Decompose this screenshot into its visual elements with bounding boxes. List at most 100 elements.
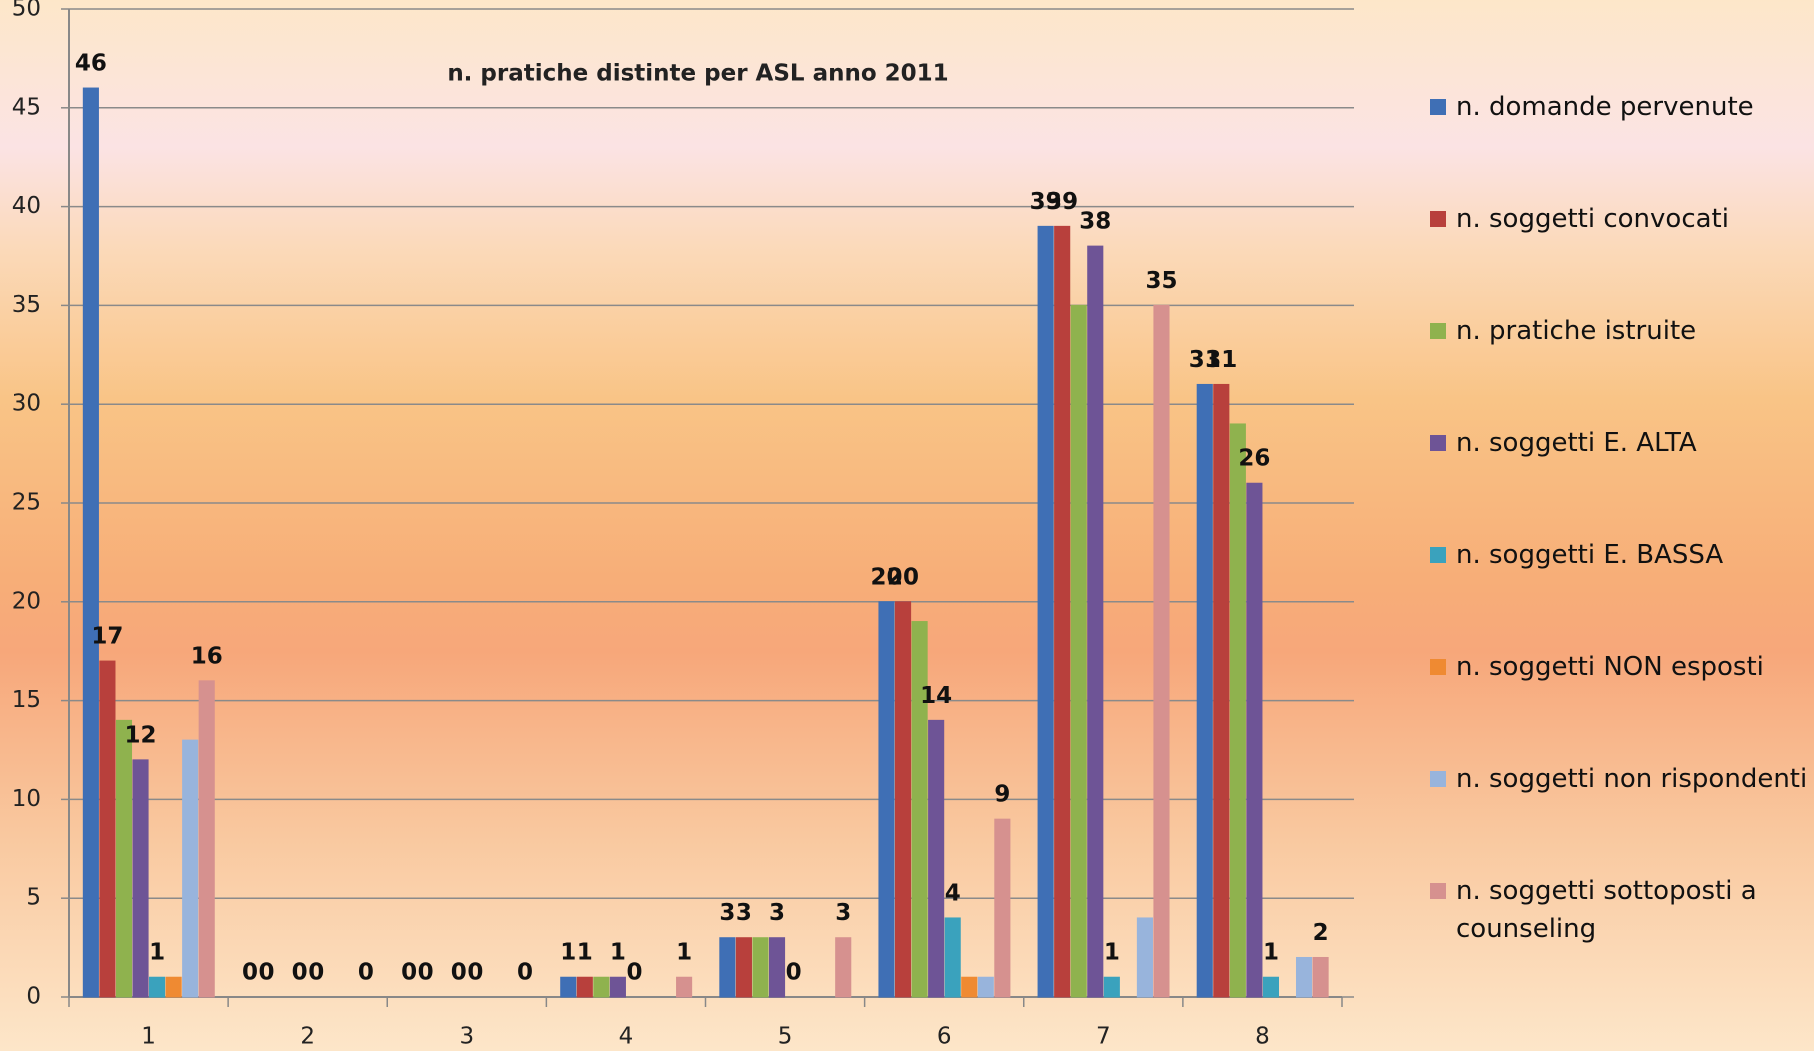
y-tick-label: 0	[26, 984, 41, 1010]
data-label: 0	[467, 960, 483, 986]
data-label: 1	[1104, 940, 1120, 966]
data-label: 0	[358, 960, 374, 986]
data-label: 1	[610, 940, 626, 966]
x-tick-label: 5	[778, 1024, 793, 1050]
bar	[1070, 304, 1087, 998]
data-label: 26	[1238, 446, 1270, 472]
bar	[878, 601, 895, 998]
data-label: 46	[75, 51, 107, 77]
legend-item: n. domande pervenute	[1430, 88, 1810, 200]
data-label: 31	[1189, 347, 1221, 373]
y-tick-label: 40	[12, 193, 41, 219]
y-tick-label: 10	[12, 786, 41, 812]
bar	[132, 759, 149, 998]
y-tick-label: 25	[12, 490, 41, 516]
data-label: 0	[242, 960, 258, 986]
bar	[911, 621, 928, 998]
legend-item: n. soggetti E. BASSA	[1430, 536, 1810, 648]
bar	[593, 976, 610, 998]
bar	[1037, 225, 1054, 998]
data-label: 3	[719, 900, 735, 926]
bar	[719, 937, 736, 998]
data-label: 0	[308, 960, 324, 986]
x-tick-label: 4	[619, 1024, 634, 1050]
data-label: 0	[451, 960, 467, 986]
legend-swatch	[1430, 211, 1446, 227]
legend: n. domande pervenute n. soggetti convocat…	[1430, 88, 1810, 984]
bar	[149, 976, 166, 998]
bar	[752, 937, 769, 998]
data-label: 12	[125, 722, 157, 748]
data-label: 1	[149, 940, 165, 966]
data-label: 0	[517, 960, 533, 986]
bar	[560, 976, 577, 998]
bar	[1136, 917, 1153, 998]
legend-label: n. soggetti non rispondenti	[1456, 764, 1808, 794]
data-label: 14	[920, 683, 952, 709]
legend-swatch	[1430, 547, 1446, 563]
bar	[894, 601, 912, 998]
data-label: 0	[626, 960, 642, 986]
data-label: 3	[736, 900, 752, 926]
legend-item: n. soggetti non rispondenti	[1430, 760, 1810, 872]
legend-label: n. soggetti convocati	[1456, 204, 1729, 234]
bar	[735, 937, 752, 998]
legend-swatch	[1430, 435, 1446, 451]
x-tick-label: 1	[141, 1024, 156, 1050]
bar	[1229, 423, 1246, 998]
data-label: 0	[259, 960, 275, 986]
bar	[994, 818, 1011, 998]
data-label: 17	[91, 624, 123, 650]
legend-label: n. soggetti NON esposti	[1456, 652, 1764, 682]
x-tick-label: 7	[1096, 1024, 1111, 1050]
bar	[835, 937, 852, 998]
x-tick-label: 2	[300, 1024, 315, 1050]
chart-title: n. pratiche distinte per ASL anno 2011	[447, 61, 948, 87]
data-label: 16	[191, 643, 223, 669]
data-label: 1	[577, 940, 593, 966]
legend-swatch	[1430, 771, 1446, 787]
data-label: 39	[1030, 189, 1062, 215]
bar	[768, 937, 786, 998]
bar	[115, 719, 133, 998]
data-label: 1	[1263, 940, 1279, 966]
data-label: 39	[1046, 189, 1078, 215]
bar	[576, 976, 593, 998]
bar	[198, 680, 215, 998]
legend-label: n. soggetti E. BASSA	[1456, 540, 1724, 570]
bar	[99, 660, 116, 998]
legend-item: n. soggetti convocati	[1430, 200, 1810, 312]
legend-item: n. pratiche istruite	[1430, 312, 1810, 424]
legend-item: n. soggetti sottoposti a counseling	[1430, 872, 1810, 984]
x-tick-label: 6	[937, 1024, 952, 1050]
y-tick-label: 30	[12, 391, 41, 417]
data-label: 4	[945, 880, 961, 906]
bar	[1087, 245, 1104, 998]
bar	[944, 917, 961, 998]
legend-swatch	[1430, 99, 1446, 115]
legend-label: n. soggetti sottoposti a counseling	[1456, 876, 1757, 944]
bar	[165, 976, 182, 998]
data-label: 0	[401, 960, 417, 986]
data-label: 20	[870, 564, 902, 590]
legend-label: n. soggetti E. ALTA	[1456, 428, 1697, 458]
data-label: 0	[292, 960, 308, 986]
x-tick-label: 8	[1255, 1024, 1270, 1050]
legend-label: n. pratiche istruite	[1456, 316, 1697, 346]
bar	[1103, 976, 1120, 998]
y-tick-label: 45	[12, 94, 41, 120]
data-label: 35	[1145, 268, 1177, 294]
bar	[182, 739, 199, 998]
bar	[676, 976, 693, 998]
data-label: 1	[560, 940, 576, 966]
bar	[1312, 956, 1329, 998]
legend-label: n. domande pervenute	[1456, 92, 1754, 122]
y-tick-label: 15	[12, 687, 41, 713]
y-tick-label: 20	[12, 588, 41, 614]
data-label: 0	[418, 960, 434, 986]
data-label: 2	[1313, 920, 1329, 946]
x-tick-label: 3	[459, 1024, 474, 1050]
bar	[928, 719, 945, 998]
